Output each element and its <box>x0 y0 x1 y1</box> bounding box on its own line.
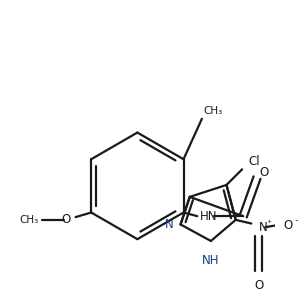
Text: O: O <box>254 279 263 292</box>
Text: CH₃: CH₃ <box>20 215 39 225</box>
Text: $^-$: $^-$ <box>293 216 298 225</box>
Text: $^+$: $^+$ <box>265 218 273 227</box>
Text: Cl: Cl <box>249 155 260 168</box>
Text: O: O <box>260 166 269 179</box>
Text: O: O <box>283 219 293 232</box>
Text: O: O <box>62 213 71 226</box>
Text: N: N <box>259 221 267 234</box>
Text: NH: NH <box>202 254 220 267</box>
Text: N: N <box>165 218 174 231</box>
Text: CH₃: CH₃ <box>204 106 223 117</box>
Text: HN: HN <box>200 210 218 223</box>
